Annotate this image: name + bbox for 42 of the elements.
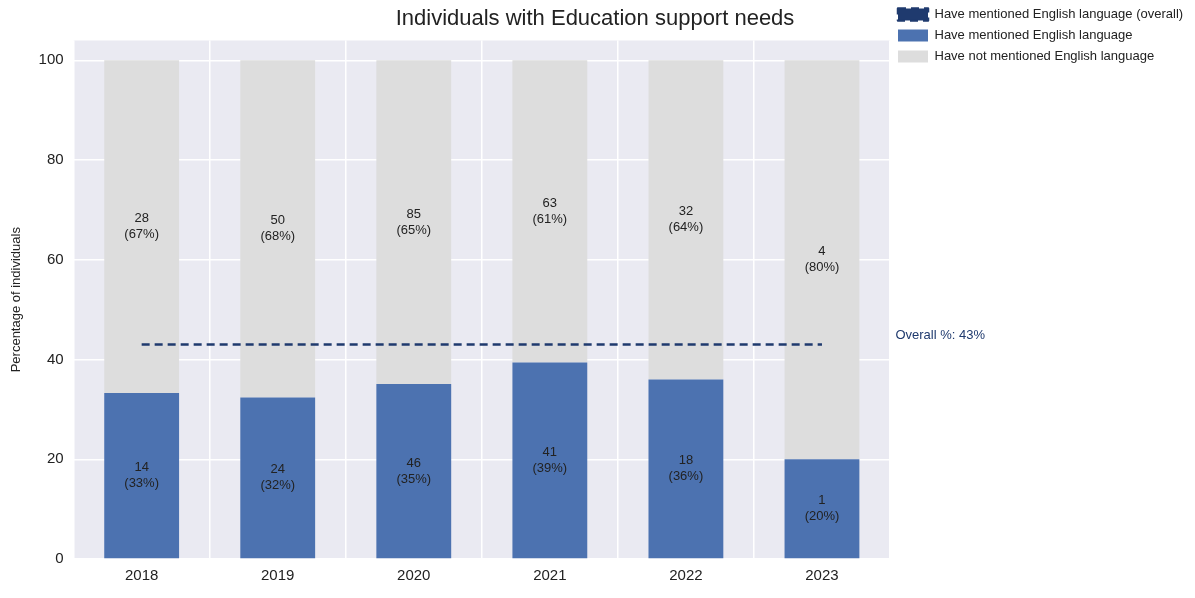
data-label: 50 (68%)	[260, 212, 296, 244]
x-tick-label: 2019	[261, 566, 295, 584]
x-tick-label: 2018	[124, 566, 159, 584]
bar	[376, 383, 452, 559]
bar	[104, 60, 180, 393]
bar	[512, 60, 588, 363]
x-tick-label: 2022	[669, 566, 703, 584]
y-tick-label: 40	[46, 349, 64, 367]
data-label: 63 (61%)	[532, 195, 568, 227]
bar	[784, 459, 860, 559]
y-axis-title: Percentage of individuals	[8, 226, 24, 373]
legend-label: Have mentioned English language (overall)	[934, 6, 1184, 22]
data-label: 24 (32%)	[260, 461, 296, 493]
legend-label: Have not mentioned English language	[934, 48, 1155, 64]
bar	[376, 60, 452, 384]
x-tick-label: 2021	[533, 566, 567, 584]
chart-title: Individuals with Education support needs	[395, 5, 795, 31]
x-tick-label: 2020	[397, 566, 431, 584]
data-label: 14 (33%)	[124, 459, 159, 491]
data-label: 28 (67%)	[124, 210, 159, 242]
data-label: 1 (20%)	[804, 492, 840, 524]
y-tick-label: 80	[46, 150, 64, 168]
data-label: 41 (39%)	[532, 443, 568, 475]
x-tick-label: 2023	[805, 566, 839, 584]
bar	[512, 362, 588, 559]
text: Overall %: 43%	[895, 326, 986, 342]
bar	[648, 379, 724, 559]
y-tick-label: 0	[55, 549, 64, 567]
bar	[648, 60, 724, 380]
data-label: 4 (80%)	[804, 243, 840, 275]
y-tick-label: 100	[38, 50, 64, 68]
data-label: 46 (35%)	[396, 454, 432, 486]
data-label: 18 (36%)	[668, 452, 704, 484]
legend-label: Have mentioned English language	[934, 27, 1133, 43]
data-label: 85 (65%)	[396, 205, 432, 237]
y-tick-label: 20	[46, 449, 64, 467]
bar	[240, 60, 316, 398]
bar	[784, 60, 860, 460]
bar	[104, 392, 180, 559]
y-tick-label: 60	[46, 249, 64, 267]
bar	[240, 397, 316, 559]
data-label: 32 (64%)	[668, 203, 704, 235]
